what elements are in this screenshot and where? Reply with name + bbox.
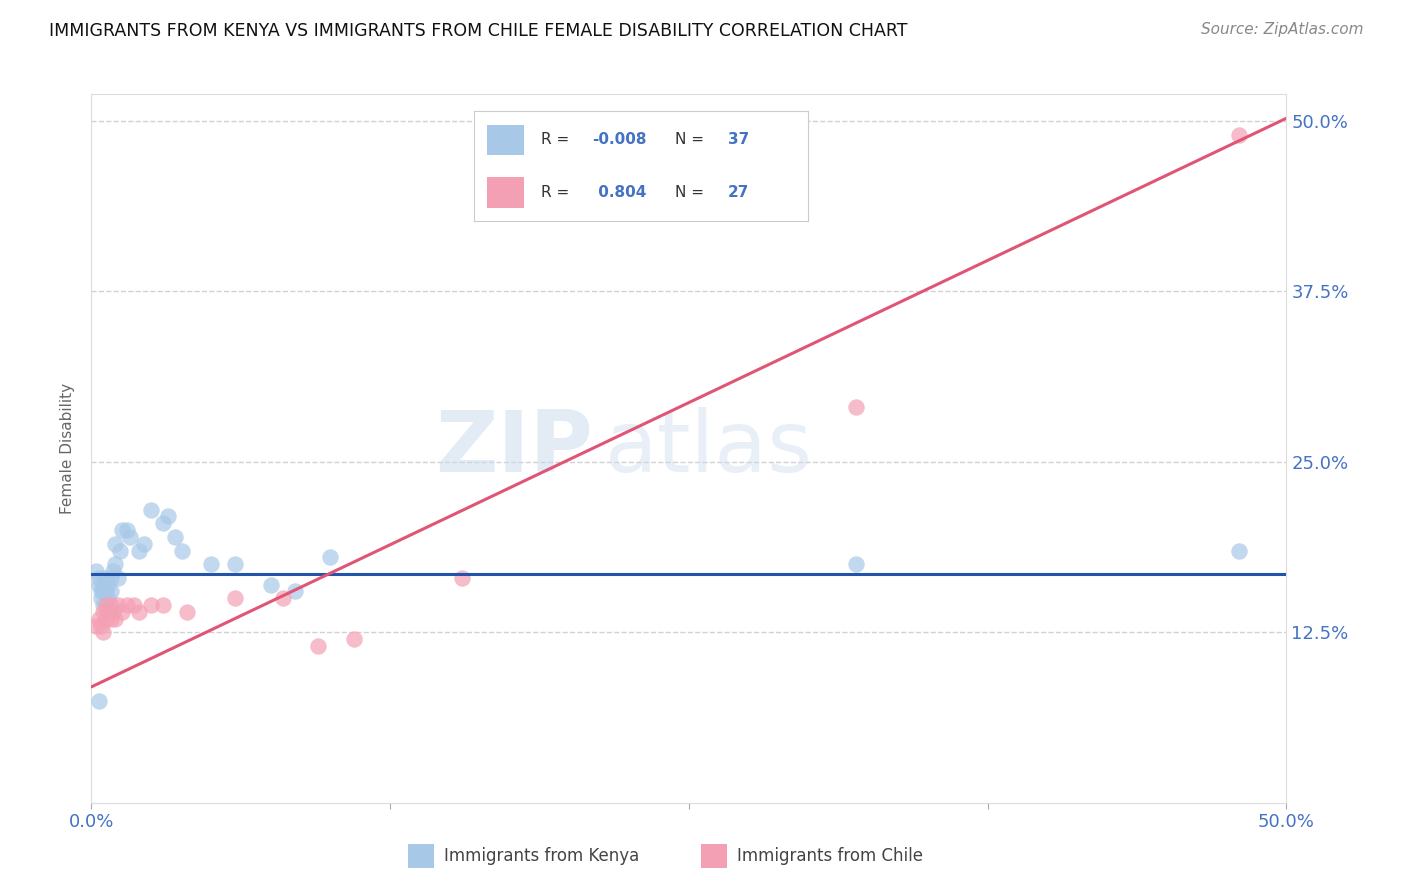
Point xyxy=(93,605,114,619)
Point xyxy=(90,618,112,632)
Point xyxy=(93,625,114,640)
Text: IMMIGRANTS FROM KENYA VS IMMIGRANTS FROM CHILE FEMALE DISABILITY CORRELATION CHA: IMMIGRANTS FROM KENYA VS IMMIGRANTS FROM… xyxy=(49,22,908,40)
Point xyxy=(1227,543,1250,558)
Point xyxy=(115,523,138,537)
Point xyxy=(108,543,131,558)
Point xyxy=(224,591,246,606)
Point xyxy=(307,639,329,653)
Point xyxy=(128,605,150,619)
Point xyxy=(156,509,179,524)
Point xyxy=(450,571,472,585)
Point xyxy=(172,543,194,558)
Point xyxy=(284,584,307,599)
Text: Immigrants from Chile: Immigrants from Chile xyxy=(737,847,922,865)
Point xyxy=(104,537,127,551)
Text: Immigrants from Kenya: Immigrants from Kenya xyxy=(444,847,640,865)
Text: atlas: atlas xyxy=(605,407,813,490)
Point xyxy=(1227,128,1250,142)
Point xyxy=(224,557,246,571)
Point xyxy=(90,591,112,606)
Point xyxy=(94,598,117,612)
Point xyxy=(152,598,174,612)
Point xyxy=(94,612,117,626)
Point xyxy=(93,598,114,612)
Point xyxy=(163,530,186,544)
Point xyxy=(93,577,114,591)
Point xyxy=(104,612,127,626)
Point xyxy=(90,584,112,599)
Point xyxy=(93,584,114,599)
Y-axis label: Female Disability: Female Disability xyxy=(60,383,76,514)
Point xyxy=(100,612,122,626)
Point xyxy=(124,598,146,612)
Point xyxy=(94,584,117,599)
Point xyxy=(176,605,198,619)
Point xyxy=(87,571,110,585)
Point xyxy=(97,577,120,591)
Point xyxy=(101,564,124,578)
Point xyxy=(845,401,868,415)
Point xyxy=(141,502,162,516)
Point xyxy=(87,693,110,707)
Point xyxy=(84,564,107,578)
Point xyxy=(118,530,141,544)
Point xyxy=(107,598,129,612)
Point xyxy=(84,618,107,632)
Point xyxy=(115,598,138,612)
Point xyxy=(111,523,134,537)
Bar xyxy=(408,844,434,869)
Point xyxy=(97,591,120,606)
Point xyxy=(132,537,155,551)
Point xyxy=(845,557,868,571)
Point xyxy=(104,557,127,571)
Point xyxy=(111,605,134,619)
Point xyxy=(94,571,117,585)
Point xyxy=(87,612,110,626)
Point xyxy=(100,598,122,612)
Point xyxy=(271,591,294,606)
Text: Source: ZipAtlas.com: Source: ZipAtlas.com xyxy=(1201,22,1364,37)
Point xyxy=(100,571,122,585)
Point xyxy=(87,577,110,591)
Point xyxy=(101,605,124,619)
Point xyxy=(343,632,366,647)
Point xyxy=(107,571,129,585)
Point xyxy=(152,516,174,531)
Text: ZIP: ZIP xyxy=(436,407,593,490)
Bar xyxy=(700,844,727,869)
Point xyxy=(141,598,162,612)
Point xyxy=(128,543,150,558)
Point xyxy=(319,550,342,565)
Point xyxy=(200,557,222,571)
Point xyxy=(97,605,120,619)
Point xyxy=(100,584,122,599)
Point xyxy=(259,577,281,591)
